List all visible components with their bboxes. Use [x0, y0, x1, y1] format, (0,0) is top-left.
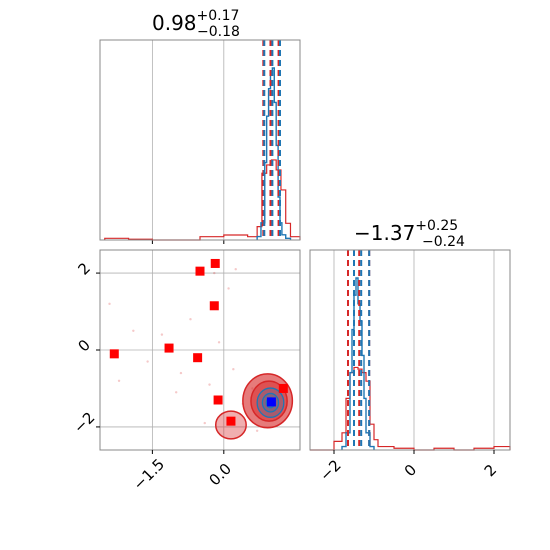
hist-param2-title-plus: +0.25	[415, 218, 458, 234]
joint-red-marker-7	[226, 416, 236, 426]
joint-scatter-point-12	[234, 268, 237, 271]
hist-param2-xtick-label-2: 2	[481, 461, 500, 480]
hist-param1-grid	[151, 40, 225, 244]
hist-param2-title-main: −1.37	[354, 221, 415, 245]
hist-param2-panel: −2 0 2 −1.37+0.25 −0.24	[309, 218, 511, 485]
joint-red-marker-8	[278, 383, 288, 393]
joint-scatter-point-0	[108, 302, 111, 306]
hist-param2-quantiles	[347, 250, 371, 450]
joint-panel: 2 0 −2 −1.5 0.0	[70, 249, 301, 494]
joint-red-marker-6	[213, 395, 223, 405]
joint-scatter-point-6	[208, 383, 211, 386]
joint-scatter-point-1	[132, 329, 135, 332]
joint-red-marker-3	[195, 266, 205, 276]
hist-param2-grid	[333, 250, 495, 450]
joint-scatter-point-17	[227, 287, 230, 290]
hist-param2-blue-step	[341, 277, 375, 450]
joint-contours	[214, 373, 294, 440]
joint-markers	[109, 258, 288, 426]
hist-param1-title: 0.98+0.17	[152, 8, 239, 35]
joint-ytick-label-2: −2	[70, 408, 98, 436]
hist-param2-red-step	[310, 366, 511, 451]
joint-red-marker-2	[193, 353, 203, 363]
hist-param1-title-plus: +0.17	[197, 8, 240, 24]
hist-param2-xtick-label-0: −2	[316, 456, 344, 484]
joint-blue-marker	[266, 397, 276, 407]
hist-param1-frame	[99, 39, 301, 241]
joint-xtick-label-1: 0.0	[205, 460, 235, 490]
joint-xtick-label-0: −1.5	[130, 455, 168, 493]
hist-param1-panel: 0.98+0.17 −0.18	[99, 8, 301, 244]
joint-scatter-point-14	[117, 379, 121, 382]
joint-scatter-point-3	[160, 333, 164, 336]
joint-scatter-point-2	[146, 360, 149, 363]
hist-param2-title-minus: −0.24	[422, 234, 465, 250]
joint-red-marker-4	[210, 258, 220, 268]
hist-param1-title-minus: −0.18	[197, 24, 240, 40]
hist-param2-xtick-label-1: 0	[401, 461, 420, 480]
joint-scatter-point-7	[217, 341, 221, 344]
joint-red-marker-5	[209, 301, 219, 311]
joint-ytick-label-0: 2	[75, 259, 94, 278]
joint-grid	[100, 250, 300, 450]
joint-scatter-point-8	[232, 368, 235, 371]
joint-scatter-point-5	[189, 318, 192, 321]
joint-scatter-point-13	[174, 391, 178, 394]
hist-param2-bars	[310, 277, 511, 451]
joint-scatter-point-16	[203, 421, 206, 425]
hist-param1-quantiles	[262, 40, 281, 240]
joint-scatter-point-11	[213, 271, 216, 275]
hist-param2-title: −1.37+0.25	[354, 218, 458, 245]
joint-yticks: 2 0 −2	[70, 259, 100, 437]
joint-red-marker-0	[109, 349, 119, 359]
hist-param2-frame	[309, 249, 511, 451]
joint-ytick-label-1: 0	[75, 336, 94, 355]
joint-scatter-point-15	[255, 429, 259, 432]
joint-red-marker-1	[164, 343, 174, 353]
hist-param2-xticks: −2 0 2	[316, 450, 500, 485]
hist-param1-title-main: 0.98	[152, 11, 197, 35]
joint-xticks: −1.5 0.0	[130, 450, 235, 494]
joint-scatter-point-4	[179, 371, 183, 375]
